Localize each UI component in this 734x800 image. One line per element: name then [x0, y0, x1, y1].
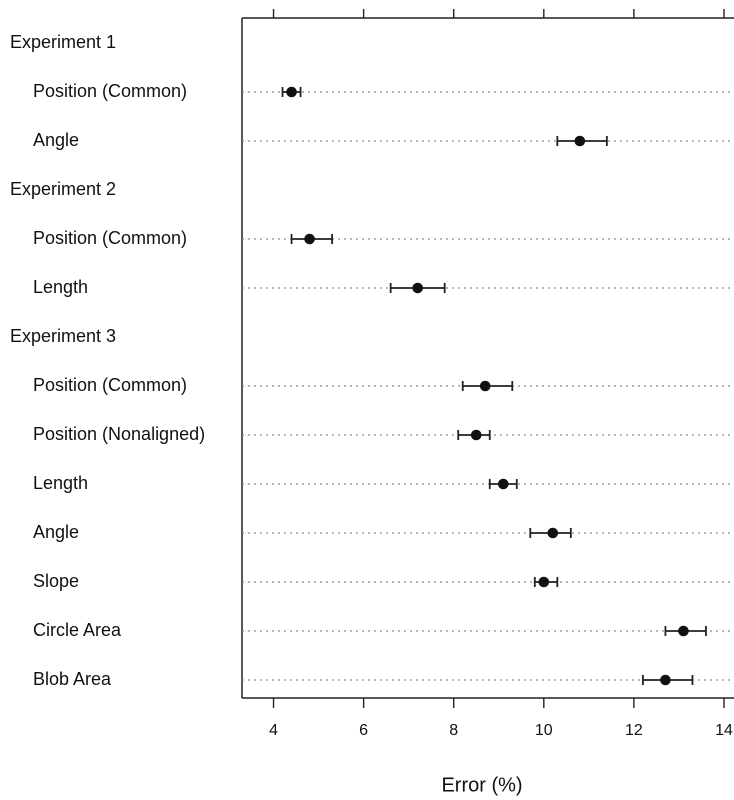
data-point: [678, 625, 689, 637]
x-tick-label: 8: [449, 722, 458, 739]
row-label: Angle: [33, 522, 79, 542]
data-point: [547, 527, 559, 539]
row-label: Position (Common): [33, 228, 187, 248]
data-point: [538, 576, 550, 588]
row-label: Length: [33, 277, 88, 297]
x-tick-label: 14: [715, 722, 733, 739]
row-label: Blob Area: [33, 669, 112, 689]
plot-layer: 4 6 8 10 12 14 Error (%) Experiment 1 Position (…: [10, 9, 734, 796]
row-label: Circle Area: [33, 620, 122, 640]
data-point: [470, 429, 482, 441]
row-label: Slope: [33, 571, 79, 591]
x-tick-label: 6: [359, 722, 368, 739]
data-point: [574, 135, 586, 147]
row-label: Angle: [33, 130, 79, 150]
x-tick-label: 10: [535, 722, 553, 739]
data-point: [497, 478, 509, 490]
x-tick-label: 4: [269, 722, 278, 739]
data-point: [412, 282, 423, 294]
group-label: Experiment 2: [10, 179, 116, 199]
row-label: Position (Nonaligned): [33, 424, 205, 444]
x-axis-title: Error (%): [441, 774, 522, 796]
row-label: Position (Common): [33, 81, 187, 101]
data-point: [660, 674, 671, 686]
x-tick-label: 12: [625, 722, 643, 739]
group-label: Experiment 3: [10, 326, 116, 346]
data-point: [479, 380, 491, 392]
data-point: [286, 86, 297, 98]
group-label: Experiment 1: [10, 32, 116, 52]
data-point: [304, 233, 315, 245]
row-label: Position (Common): [33, 375, 187, 395]
row-label: Length: [33, 473, 88, 493]
